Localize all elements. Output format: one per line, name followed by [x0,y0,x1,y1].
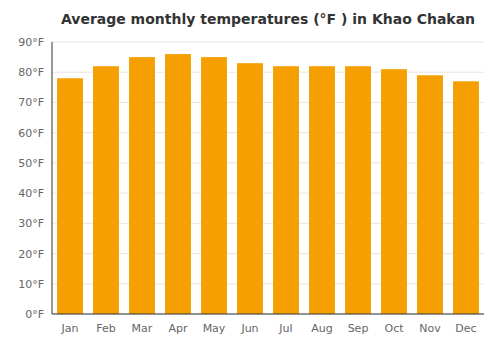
y-tick-label: 20°F [18,248,44,261]
bar [273,66,299,314]
bars [57,54,479,314]
y-tick-label: 60°F [18,127,44,140]
bar [453,81,479,314]
x-tick-label: Mar [132,322,153,335]
chart-svg: Average monthly temperatures (°F ) in Kh… [0,0,500,350]
bar [417,75,443,314]
y-tick-label: 30°F [18,217,44,230]
bar [129,57,155,314]
bar [201,57,227,314]
bar [237,63,263,314]
y-axis-line [52,42,53,314]
y-tick-label: 50°F [18,157,44,170]
y-tick-label: 90°F [18,36,44,49]
x-tick-label: Aug [311,322,332,335]
x-tick-label: Sep [348,322,369,335]
x-tick-label: Jun [240,322,258,335]
x-tick-label: Jan [61,322,79,335]
grid-line [52,42,484,43]
y-tick-label: 0°F [25,308,44,321]
x-axis-line [52,314,484,315]
x-tick-label: Dec [455,322,476,335]
y-axis: 0°F 10°F 20°F 30°F 40°F 50°F 60°F 70°F 80°F 90°F [18,36,44,321]
chart-title: Average monthly temperatures (°F ) in Kh… [61,11,475,27]
bar [381,69,407,314]
x-tick-label: Jul [278,322,292,335]
bar [93,66,119,314]
grid-line [52,314,484,315]
x-tick-label: May [203,322,226,335]
x-tick-label: Oct [384,322,404,335]
y-tick-label: 70°F [18,96,44,109]
y-tick-label: 80°F [18,66,44,79]
x-tick-label: Nov [419,322,441,335]
bar [309,66,335,314]
x-axis: Jan Feb Mar Apr May Jun Jul Aug Sep Oct Nov Dec [61,322,477,335]
y-tick-label: 40°F [18,187,44,200]
chart-container: Average monthly temperatures (°F ) in Kh… [0,0,500,350]
bar [57,78,83,314]
x-tick-label: Feb [96,322,115,335]
x-tick-label: Apr [168,322,188,335]
bar [165,54,191,314]
bar [345,66,371,314]
y-tick-label: 10°F [18,278,44,291]
grid [52,42,484,314]
